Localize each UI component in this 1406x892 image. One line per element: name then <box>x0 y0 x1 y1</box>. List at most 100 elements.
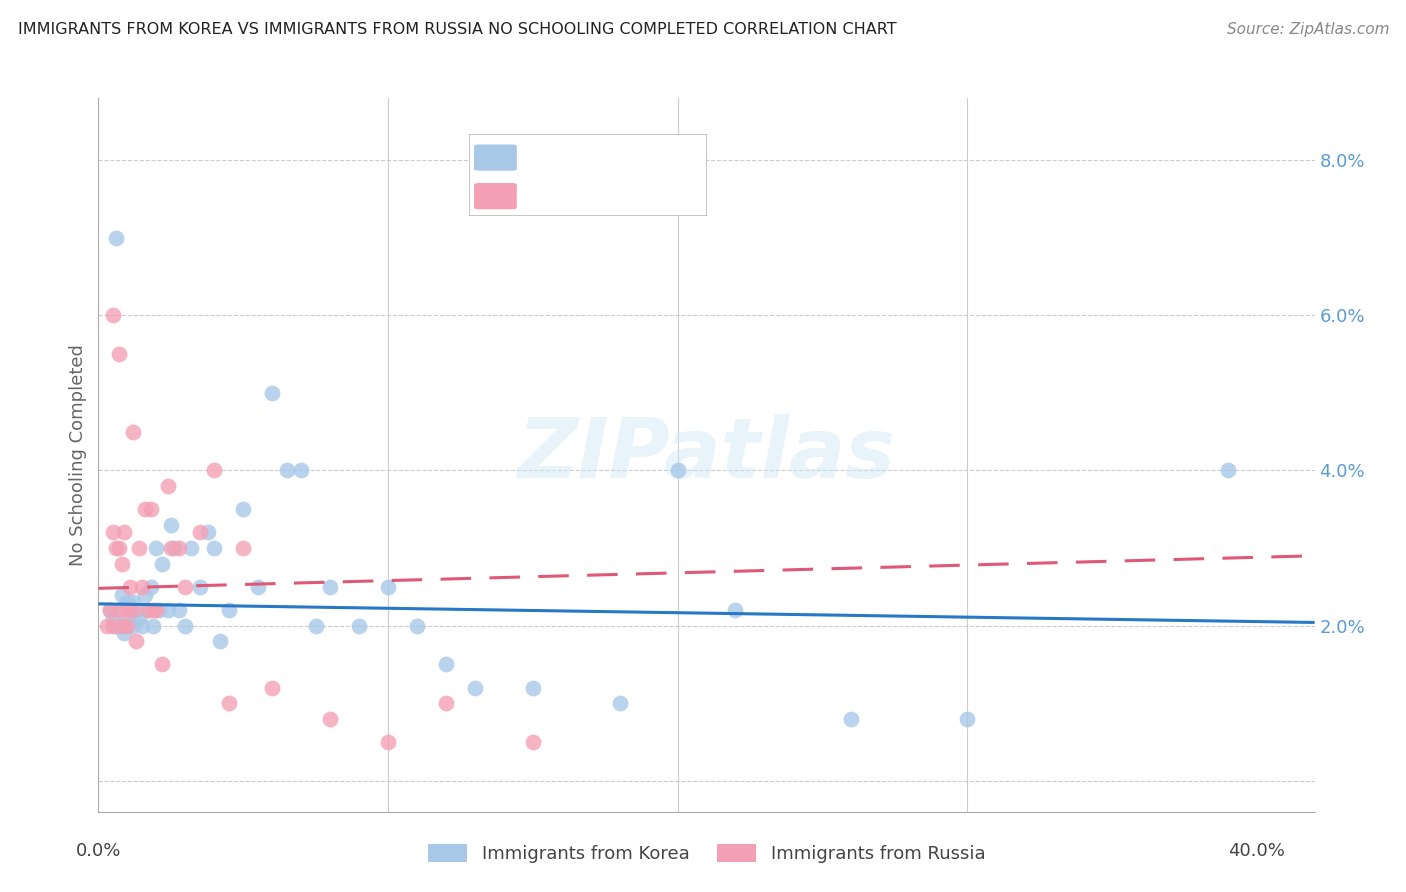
Point <box>174 618 197 632</box>
Point <box>136 603 159 617</box>
Point <box>232 541 254 555</box>
Point <box>117 595 139 609</box>
Text: -0.019: -0.019 <box>557 147 620 165</box>
Text: Source: ZipAtlas.com: Source: ZipAtlas.com <box>1226 22 1389 37</box>
Point <box>666 463 689 477</box>
Point <box>96 618 118 632</box>
Point <box>122 425 145 439</box>
Point <box>434 696 457 710</box>
Point <box>724 603 747 617</box>
Point <box>290 463 312 477</box>
Point <box>188 580 211 594</box>
Point <box>122 595 145 609</box>
Point <box>180 541 202 555</box>
Point <box>101 308 124 322</box>
Point <box>139 502 162 516</box>
Point <box>128 541 150 555</box>
Point <box>956 712 979 726</box>
Point <box>117 618 139 632</box>
FancyBboxPatch shape <box>470 134 706 216</box>
Point <box>218 603 240 617</box>
Point <box>377 580 399 594</box>
Point <box>131 580 153 594</box>
Point <box>98 603 121 617</box>
Point <box>156 603 179 617</box>
Legend: Immigrants from Korea, Immigrants from Russia: Immigrants from Korea, Immigrants from R… <box>420 837 993 871</box>
Point <box>148 603 170 617</box>
Point <box>202 541 225 555</box>
Point <box>522 735 544 749</box>
Point <box>169 541 191 555</box>
Point <box>110 618 132 632</box>
Text: R =: R = <box>522 186 560 203</box>
Point <box>347 618 370 632</box>
Point <box>107 347 129 361</box>
Text: 0.015: 0.015 <box>557 186 612 203</box>
Point <box>104 541 127 555</box>
Point <box>131 618 153 632</box>
Text: 53: 53 <box>647 147 671 165</box>
Point <box>246 580 269 594</box>
Point <box>522 681 544 695</box>
Point <box>319 580 342 594</box>
Point <box>377 735 399 749</box>
Point <box>128 611 150 625</box>
Text: IMMIGRANTS FROM KOREA VS IMMIGRANTS FROM RUSSIA NO SCHOOLING COMPLETED CORRELATI: IMMIGRANTS FROM KOREA VS IMMIGRANTS FROM… <box>18 22 897 37</box>
Point <box>117 603 139 617</box>
Point <box>839 712 862 726</box>
Point <box>276 463 298 477</box>
Point <box>304 618 326 632</box>
Point <box>142 603 165 617</box>
Text: 38: 38 <box>647 186 671 203</box>
Point <box>107 541 129 555</box>
Point <box>98 603 121 617</box>
Point <box>101 618 124 632</box>
Point <box>107 603 129 617</box>
Y-axis label: No Schooling Completed: No Schooling Completed <box>69 344 87 566</box>
Point <box>101 611 124 625</box>
Point <box>122 603 145 617</box>
Point <box>262 681 284 695</box>
Point <box>1216 463 1239 477</box>
Point <box>150 657 173 672</box>
Point <box>163 541 186 555</box>
Point <box>120 603 142 617</box>
Text: ZIPatlas: ZIPatlas <box>517 415 896 495</box>
Text: N =: N = <box>612 186 651 203</box>
Point <box>406 618 429 632</box>
Text: R =: R = <box>522 147 560 165</box>
Point <box>159 541 181 555</box>
Point <box>262 385 284 400</box>
Point <box>150 557 173 571</box>
Point <box>136 603 159 617</box>
Point <box>107 603 129 617</box>
Point <box>120 580 142 594</box>
Point <box>110 588 132 602</box>
Point <box>125 634 148 648</box>
Point <box>110 557 132 571</box>
Point <box>174 580 197 594</box>
Point <box>609 696 631 710</box>
Point <box>169 603 191 617</box>
Text: 40.0%: 40.0% <box>1229 842 1285 860</box>
FancyBboxPatch shape <box>474 183 517 210</box>
Point <box>156 479 179 493</box>
Point <box>197 525 219 540</box>
Point <box>145 603 167 617</box>
Point <box>117 611 139 625</box>
Text: N =: N = <box>612 147 651 165</box>
Point <box>145 541 167 555</box>
Point <box>104 231 127 245</box>
Point <box>188 525 211 540</box>
Point <box>434 657 457 672</box>
Point <box>142 618 165 632</box>
Point <box>139 580 162 594</box>
Point <box>209 634 232 648</box>
Point <box>319 712 342 726</box>
FancyBboxPatch shape <box>474 145 517 170</box>
Point <box>104 618 127 632</box>
Point <box>202 463 225 477</box>
Point <box>125 603 148 617</box>
Point <box>114 525 136 540</box>
Point <box>159 517 181 532</box>
